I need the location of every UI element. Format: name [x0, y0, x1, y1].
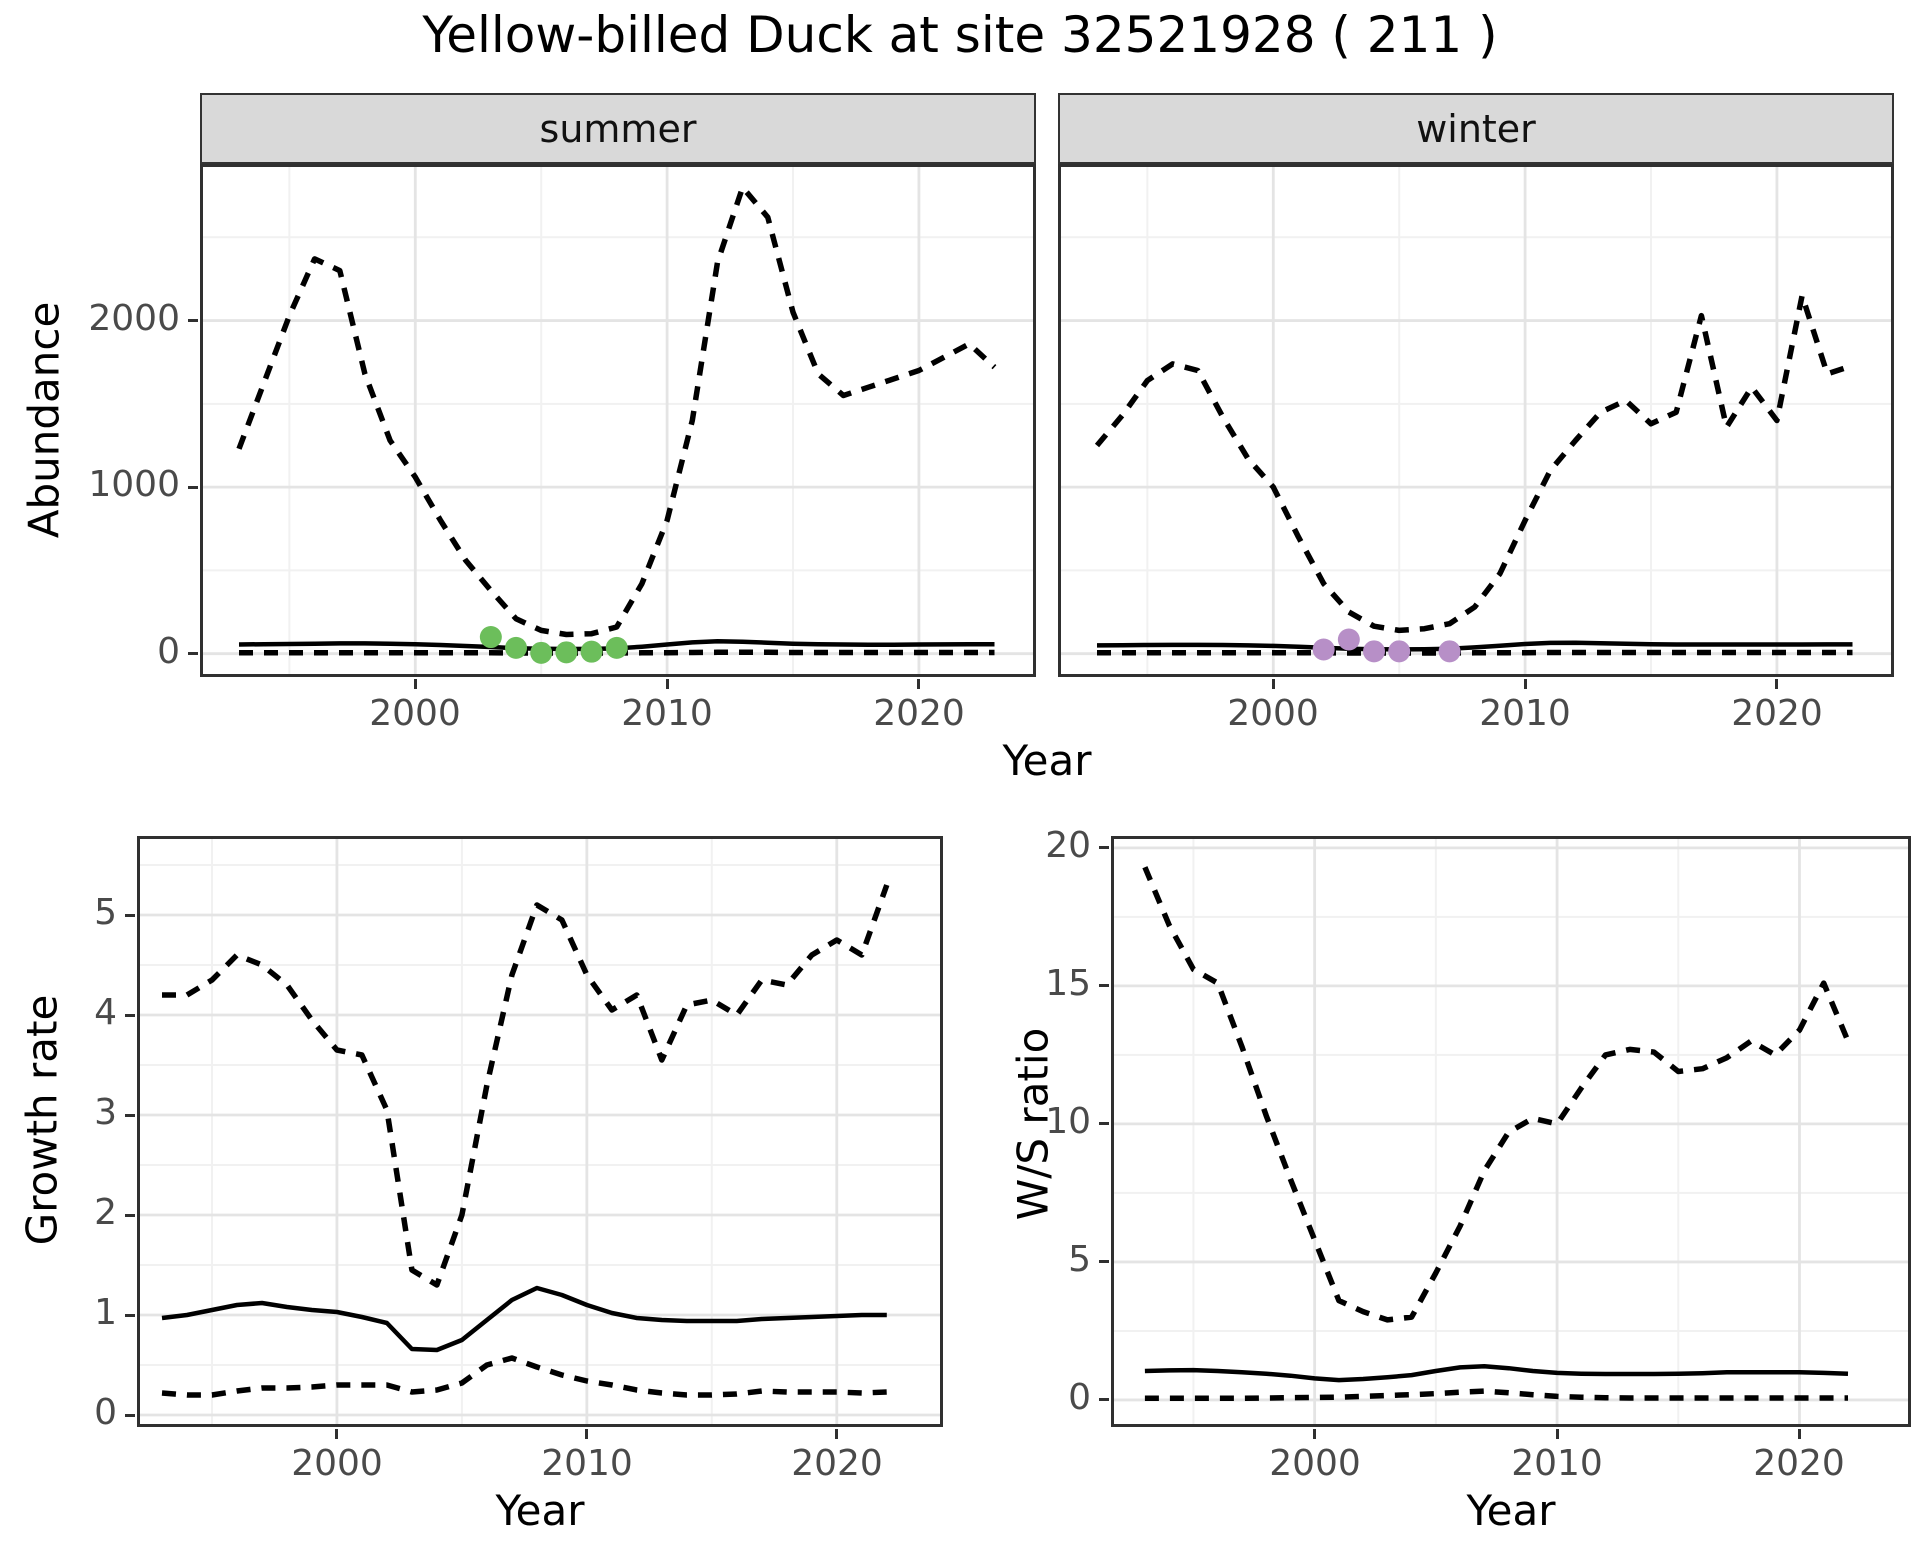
- x-axis-tick: [335, 1429, 338, 1439]
- observed-counts-winter: [1312, 628, 1461, 663]
- observed-point: [530, 641, 553, 664]
- abundance-summer-panel: [200, 164, 1036, 677]
- panel-background: [1111, 836, 1911, 1427]
- y-axis-tick-label: 5: [94, 892, 117, 933]
- x-axis-tick-label: 2010: [621, 693, 713, 734]
- ws-ratio-panel: [1111, 836, 1911, 1427]
- facet-strip-winter-label: winter: [1416, 106, 1536, 151]
- facet-strip-winter: winter: [1058, 93, 1894, 164]
- ws-ratio-lower_ci-line: [1144, 1388, 1848, 1402]
- y-axis-tick-label: 2: [94, 1192, 117, 1233]
- y-axis-tick-label: 5: [1068, 1239, 1091, 1280]
- x-axis-tick: [1556, 1429, 1559, 1439]
- panel-border: [137, 836, 943, 1427]
- x-axis-tick: [666, 679, 669, 689]
- abundance-winter-lower_ci-line: [1097, 649, 1853, 656]
- x-axis-tick-label: 2000: [1269, 1443, 1361, 1484]
- observed-point: [1363, 640, 1386, 663]
- facet-strip-summer: summer: [200, 93, 1036, 164]
- y-axis-tick-label: 0: [157, 631, 180, 672]
- y-axis-tick: [1099, 984, 1109, 987]
- x-axis-tick-label: 2020: [1731, 693, 1823, 734]
- observed-point: [580, 640, 603, 663]
- panel-background: [1058, 164, 1894, 677]
- top-year-axis-title: Year: [1002, 736, 1092, 785]
- ws-ratio-median-line: [1144, 1364, 1849, 1383]
- y-axis-tick: [1099, 1260, 1109, 1263]
- x-axis-tick-label: 2020: [873, 693, 965, 734]
- y-axis-tick-label: 4: [94, 992, 117, 1033]
- grid-minor: [1111, 836, 1911, 1427]
- observed-point: [555, 641, 578, 664]
- x-axis-tick-label: 2010: [541, 1443, 633, 1484]
- x-axis-tick: [1272, 679, 1275, 689]
- facet-strip-summer-label: summer: [539, 106, 697, 151]
- grid-major: [1111, 836, 1911, 1427]
- panel-background: [200, 164, 1036, 677]
- abundance-winter-median-line: [1096, 640, 1853, 652]
- page-title: Yellow-billed Duck at site 32521928 ( 21…: [422, 6, 1498, 64]
- grid-minor: [200, 164, 1036, 677]
- growth-year-axis-title: Year: [495, 1486, 585, 1535]
- y-axis-tick: [125, 1414, 135, 1417]
- y-axis-tick-label: 20: [1045, 825, 1091, 866]
- y-axis-tick: [188, 652, 198, 655]
- y-axis-tick-label: 10: [1045, 1101, 1091, 1142]
- x-axis-tick-label: 2000: [1227, 693, 1319, 734]
- x-axis-tick: [917, 679, 920, 689]
- x-axis-tick-label: 2010: [1511, 1443, 1603, 1484]
- x-axis-tick: [1798, 1429, 1801, 1439]
- y-axis-tick-label: 1: [94, 1292, 117, 1333]
- observed-point: [1312, 638, 1335, 661]
- observed-point: [1337, 628, 1360, 651]
- x-axis-tick: [835, 1429, 838, 1439]
- growth-rate-panel: [137, 836, 943, 1427]
- x-axis-tick-label: 2020: [791, 1443, 883, 1484]
- y-axis-tick: [1099, 1122, 1109, 1125]
- grid-minor: [137, 836, 943, 1427]
- y-axis-tick: [125, 1114, 135, 1117]
- y-axis-tick-label: 0: [1068, 1377, 1091, 1418]
- abundance-winter-upper_ci-line: [1094, 292, 1854, 634]
- panel-border: [1058, 164, 1894, 677]
- y-axis-tick-label: 15: [1045, 963, 1091, 1004]
- ws-year-axis-title: Year: [1466, 1486, 1556, 1535]
- y-axis-tick: [1099, 846, 1109, 849]
- observed-point: [1438, 640, 1461, 663]
- panel-border: [200, 164, 1036, 677]
- y-axis-tick: [188, 319, 198, 322]
- observed-point: [505, 636, 528, 659]
- x-axis-tick-label: 2000: [291, 1443, 383, 1484]
- abundance-summer-upper_ci-line: [236, 184, 997, 638]
- x-axis-tick: [585, 1429, 588, 1439]
- x-axis-tick: [414, 679, 417, 689]
- abundance-winter-panel: [1058, 164, 1894, 677]
- y-axis-tick-label: 1000: [88, 464, 180, 505]
- panel-border: [1111, 836, 1911, 1427]
- x-axis-tick: [1313, 1429, 1316, 1439]
- y-axis-tick: [188, 486, 198, 489]
- y-axis-tick: [125, 1014, 135, 1017]
- y-axis-tick: [125, 1314, 135, 1317]
- x-axis-tick: [1524, 679, 1527, 689]
- y-axis-tick: [1099, 1398, 1109, 1401]
- y-axis-tick-label: 3: [94, 1092, 117, 1133]
- x-axis-tick-label: 2010: [1479, 693, 1571, 734]
- observed-counts-summer: [479, 626, 628, 664]
- observed-point: [605, 636, 628, 659]
- observed-point: [479, 626, 502, 649]
- x-axis-tick-label: 2000: [369, 693, 461, 734]
- y-axis-tick: [125, 914, 135, 917]
- y-axis-tick-label: 2000: [88, 298, 180, 339]
- observed-point: [1388, 640, 1411, 663]
- y-axis-tick-label: 0: [94, 1392, 117, 1433]
- x-axis-tick-label: 2020: [1753, 1443, 1845, 1484]
- panel-background: [137, 836, 943, 1427]
- growth-rate-median-line: [161, 1285, 887, 1353]
- y-axis-tick: [125, 1214, 135, 1217]
- x-axis-tick: [1775, 679, 1778, 689]
